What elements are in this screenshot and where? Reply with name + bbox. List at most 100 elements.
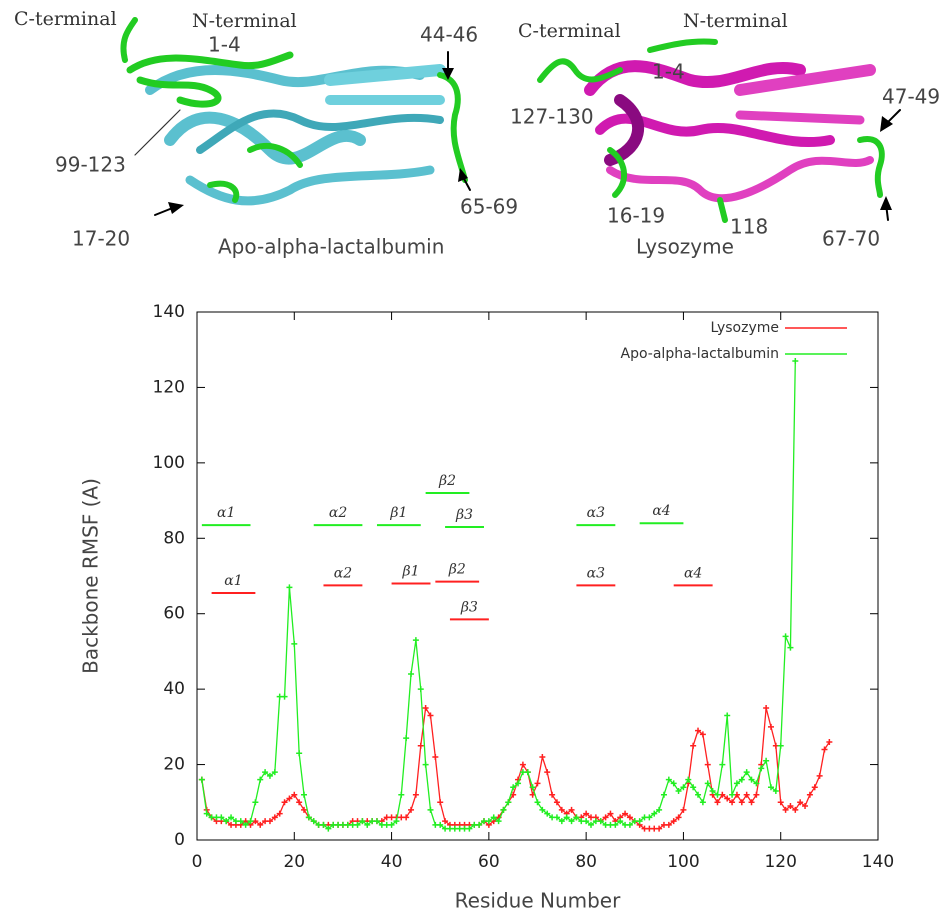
- structure-label: α2: [334, 565, 352, 581]
- point: [223, 818, 230, 825]
- structure-label: 47-49: [882, 85, 940, 109]
- point: [534, 780, 541, 787]
- point: [729, 791, 736, 798]
- point: [305, 814, 312, 821]
- structure-label: C-terminal: [518, 20, 621, 42]
- x-tick-label: 100: [667, 852, 699, 872]
- point: [553, 814, 560, 821]
- point: [310, 818, 317, 825]
- structure-label: β1: [389, 505, 407, 521]
- plot-frame: [196, 311, 879, 841]
- point: [733, 780, 740, 787]
- point: [821, 746, 828, 753]
- point: [568, 818, 575, 825]
- point: [787, 803, 794, 810]
- point: [699, 731, 706, 738]
- point: [524, 769, 531, 776]
- structure-label: 17-20: [72, 227, 130, 251]
- point: [218, 814, 225, 821]
- structure-label: 127-130: [510, 105, 594, 129]
- point: [549, 791, 556, 798]
- point: [276, 810, 283, 817]
- point: [670, 780, 677, 787]
- point: [680, 784, 687, 791]
- x-tick-label: 60: [478, 852, 500, 872]
- point: [247, 818, 254, 825]
- point: [563, 814, 570, 821]
- point: [622, 810, 629, 817]
- point: [301, 791, 308, 798]
- point: [573, 814, 580, 821]
- point: [558, 806, 565, 813]
- structure-label: 65-69: [460, 195, 518, 219]
- point: [437, 821, 444, 828]
- structure-label: 44-46: [420, 23, 478, 47]
- structure-label: 67-70: [822, 227, 880, 251]
- point: [301, 806, 308, 813]
- structure-label: β1: [402, 564, 420, 580]
- point: [281, 693, 288, 700]
- point: [359, 818, 366, 825]
- point: [466, 825, 473, 832]
- point: [738, 799, 745, 806]
- point: [417, 742, 424, 749]
- point: [320, 821, 327, 828]
- point: [534, 799, 541, 806]
- structure-label: 99-123: [55, 153, 126, 177]
- point: [408, 806, 415, 813]
- point: [583, 818, 590, 825]
- point: [558, 818, 565, 825]
- point: [422, 705, 429, 711]
- point: [651, 810, 658, 817]
- x-tick-label: 140: [862, 852, 894, 872]
- point: [271, 769, 278, 776]
- point: [291, 791, 298, 798]
- y-axis-label: Backbone RMSF (A): [79, 478, 103, 674]
- point: [826, 738, 833, 745]
- point: [271, 814, 278, 821]
- point: [646, 814, 653, 821]
- point: [724, 795, 731, 802]
- point: [763, 757, 770, 764]
- point: [656, 825, 663, 832]
- structure-label: 16-19: [607, 204, 665, 228]
- structure-label: N-terminal: [192, 10, 297, 32]
- point: [286, 795, 293, 802]
- point: [490, 814, 497, 821]
- point: [665, 776, 672, 783]
- point: [719, 761, 726, 768]
- structure-label: α4: [684, 565, 702, 581]
- point: [763, 705, 770, 711]
- point: [539, 754, 546, 761]
- point: [291, 640, 298, 647]
- point: [695, 791, 702, 798]
- point: [709, 787, 716, 794]
- structure-label: β3: [460, 599, 478, 615]
- point: [816, 772, 823, 779]
- point: [724, 712, 731, 719]
- point: [485, 818, 492, 825]
- point: [656, 806, 663, 813]
- point: [476, 821, 483, 828]
- point: [797, 799, 804, 806]
- structure-label: 1-4: [652, 60, 685, 84]
- x-tick-label: 20: [283, 852, 305, 872]
- point: [626, 821, 633, 828]
- point: [777, 799, 784, 806]
- structure-label: α3: [587, 505, 605, 521]
- point: [787, 644, 794, 651]
- y-tick-label: 140: [153, 302, 185, 322]
- structure-left: [120, 17, 471, 216]
- point: [412, 791, 419, 798]
- point: [296, 799, 303, 806]
- point: [714, 791, 721, 798]
- point: [680, 806, 687, 813]
- point: [704, 780, 711, 787]
- point: [583, 810, 590, 817]
- point: [782, 806, 789, 813]
- point: [675, 814, 682, 821]
- structure-label: N-terminal: [683, 10, 788, 32]
- structure-label: 1-4: [208, 33, 241, 57]
- structure-label: β2: [448, 562, 466, 578]
- point: [802, 803, 809, 810]
